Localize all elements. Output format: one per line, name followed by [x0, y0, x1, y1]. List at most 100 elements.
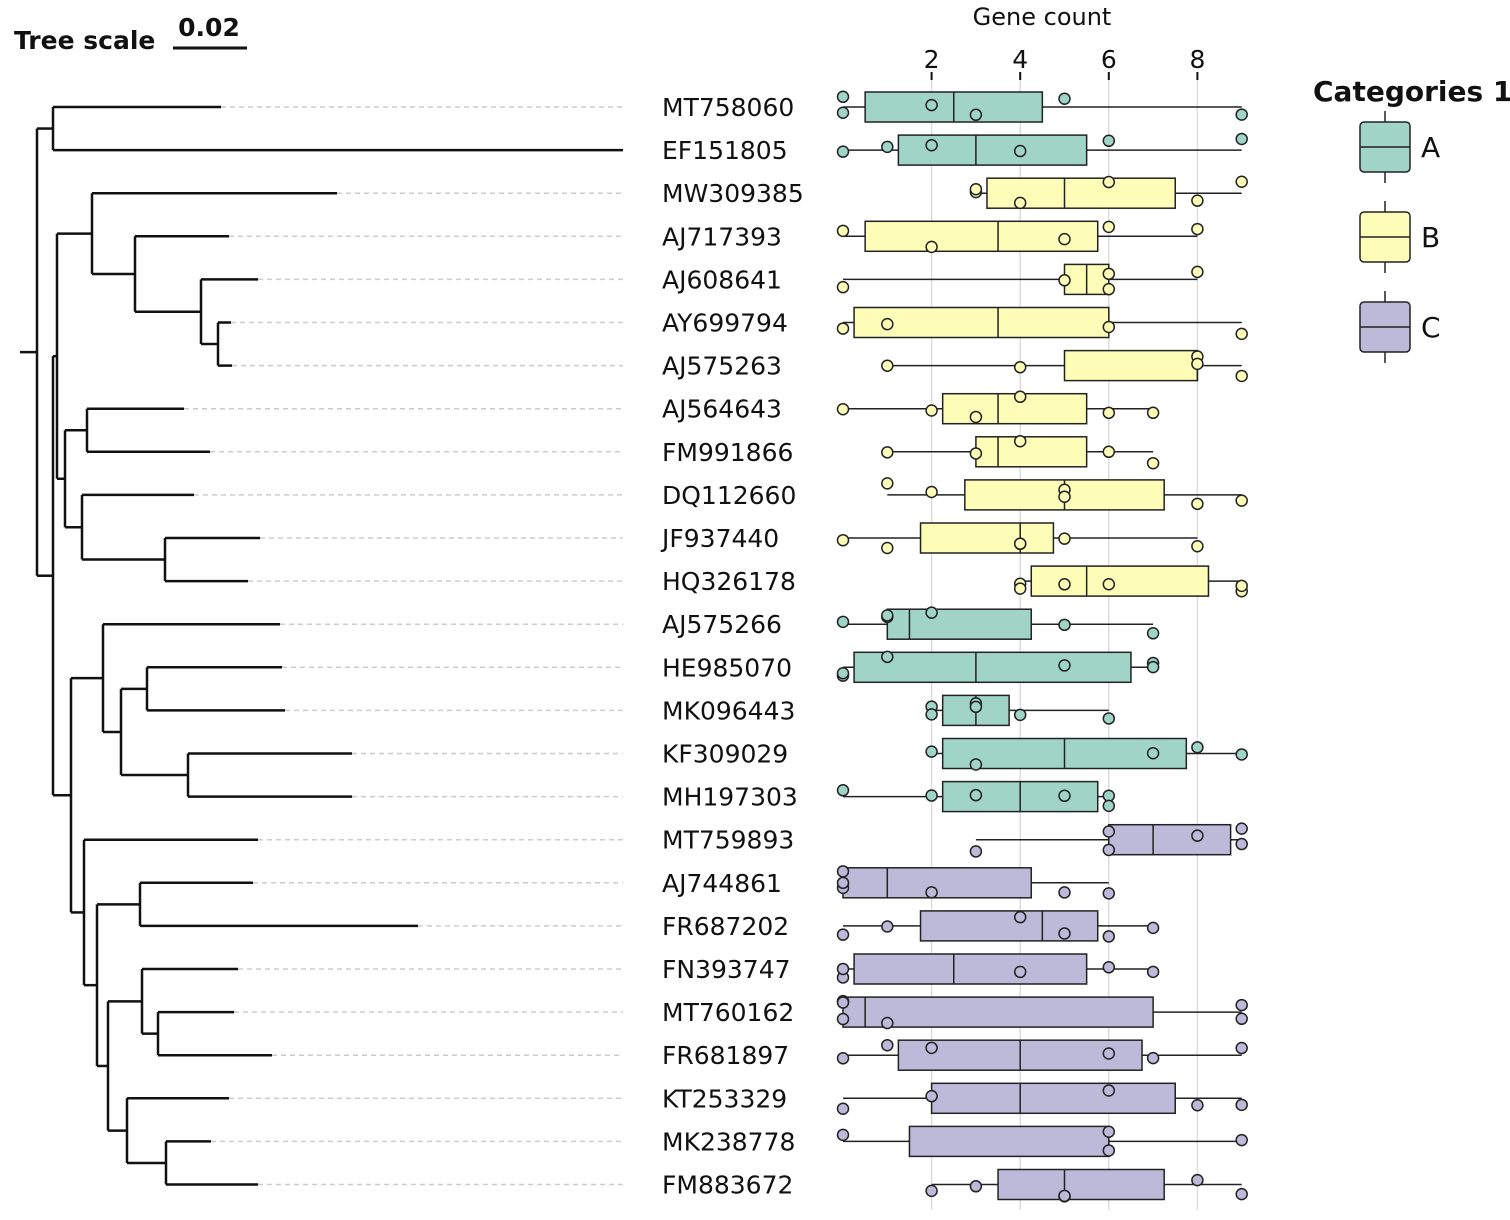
- data-point: [925, 708, 938, 721]
- box-row-JF937440: [836, 522, 1204, 555]
- box-row-AJ717393: [836, 220, 1204, 254]
- leaf-label: JF937440: [660, 524, 779, 553]
- leaf-label: MK096443: [662, 696, 795, 725]
- leaf-label: HE985070: [662, 653, 792, 682]
- box: [975, 436, 1088, 468]
- data-point: [1191, 194, 1204, 207]
- data-point: [1191, 1173, 1204, 1187]
- x-axis: 2 4 6 8: [924, 45, 1205, 80]
- legend-entry-A: A: [1359, 111, 1440, 183]
- box: [908, 1125, 1110, 1158]
- data-point: [1102, 282, 1116, 296]
- box: [1063, 349, 1199, 382]
- data-point: [1146, 747, 1160, 760]
- leaf-label: AJ744861: [662, 869, 782, 898]
- box-row-KF309029: [925, 737, 1248, 771]
- data-point: [1146, 456, 1160, 470]
- data-point: [1146, 965, 1160, 979]
- box: [941, 392, 1088, 425]
- box-row-MT760162: [836, 994, 1248, 1030]
- data-point: [1146, 660, 1160, 674]
- data-point: [1191, 222, 1204, 236]
- data-point: [836, 90, 850, 104]
- leaf-label: MH197303: [662, 783, 798, 812]
- data-point: [1058, 1189, 1071, 1203]
- data-point: [1058, 92, 1071, 105]
- box: [842, 996, 1154, 1028]
- data-point: [1013, 910, 1027, 924]
- box: [853, 651, 1132, 684]
- data-point: [836, 784, 850, 797]
- leaf-labels: MT758060 EF151805 MW309385 AJ717393 AJ608641…: [660, 93, 804, 1200]
- data-point: [1102, 445, 1116, 459]
- box: [886, 608, 1033, 640]
- tree-scale-label: Tree scale: [14, 26, 155, 55]
- data-point: [1191, 357, 1204, 371]
- box: [919, 522, 1055, 554]
- box-row-MT759893: [969, 822, 1248, 858]
- data-point: [1058, 659, 1071, 672]
- data-point: [1235, 837, 1248, 851]
- data-point: [1235, 1041, 1248, 1055]
- box-row-AJ564643: [836, 390, 1160, 425]
- data-point: [1235, 1012, 1248, 1026]
- data-point: [1102, 1144, 1116, 1157]
- data-point: [836, 928, 850, 941]
- data-point: [836, 1052, 850, 1065]
- data-point: [836, 533, 850, 547]
- data-point: [925, 1041, 938, 1055]
- legend-entry-C: C: [1359, 291, 1441, 363]
- data-point: [1235, 369, 1248, 383]
- data-point: [1013, 537, 1027, 550]
- phylogenetic-tree: [20, 105, 623, 1186]
- data-point: [1102, 406, 1116, 420]
- leaf-label: AJ717393: [662, 222, 782, 251]
- data-point: [1013, 360, 1027, 374]
- data-point: [836, 224, 850, 238]
- box-row-AJ575266: [836, 606, 1160, 640]
- leaf-label: FR681897: [662, 1041, 789, 1070]
- leaf-label: KT253329: [662, 1084, 787, 1113]
- data-point: [1102, 825, 1116, 838]
- data-point: [881, 477, 894, 490]
- data-point: [1102, 712, 1116, 725]
- box: [897, 134, 1088, 166]
- leaf-label: FM883672: [662, 1171, 793, 1200]
- box-row-AY699794: [836, 306, 1248, 341]
- data-point: [925, 1089, 938, 1103]
- data-point: [925, 240, 938, 254]
- data-point: [969, 182, 983, 196]
- tick-label: 8: [1189, 45, 1205, 74]
- box: [1030, 565, 1210, 597]
- data-point: [1146, 627, 1160, 640]
- data-point: [881, 920, 894, 933]
- data-point: [836, 876, 850, 890]
- data-point: [1235, 1133, 1248, 1147]
- data-point: [1191, 829, 1204, 842]
- data-point: [1102, 1084, 1116, 1097]
- leaf-label: MK238778: [662, 1127, 795, 1156]
- leaf-label: KF309029: [662, 740, 788, 769]
- data-point: [1191, 540, 1204, 553]
- data-point: [1191, 1099, 1204, 1112]
- data-point: [836, 145, 850, 158]
- box-row-FR681897: [836, 1038, 1248, 1071]
- data-point: [1235, 822, 1248, 835]
- box-row-AJ608641: [836, 263, 1204, 296]
- data-point: [1235, 494, 1248, 507]
- data-point: [1146, 406, 1160, 420]
- data-point: [969, 845, 983, 858]
- data-point: [1235, 132, 1248, 146]
- data-point: [1013, 196, 1027, 210]
- data-point: [1058, 618, 1071, 632]
- data-point: [1058, 927, 1071, 940]
- leaf-label: MT759893: [662, 826, 794, 855]
- legend-title: Categories 1: [1313, 75, 1510, 108]
- data-point: [1058, 490, 1071, 504]
- data-point: [1102, 799, 1116, 813]
- leaf-label: MT758060: [662, 93, 794, 122]
- leaf-label: DQ112660: [662, 481, 796, 510]
- data-point: [1058, 886, 1071, 899]
- tree-scale-value: 0.02: [178, 13, 240, 42]
